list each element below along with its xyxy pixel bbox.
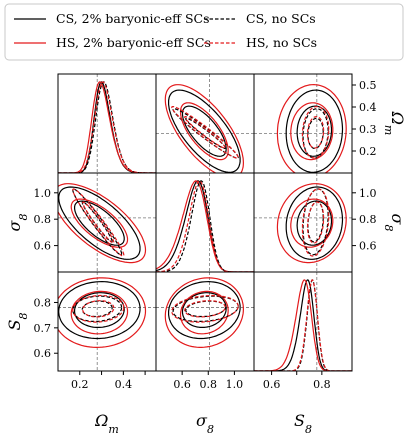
panel-s8-om [58, 173, 156, 272]
marginal-S8-series-1 [254, 279, 352, 371]
panel-S8-S8 [254, 272, 352, 371]
contour-s8_S8-series-2-level-2 [164, 277, 245, 348]
contour-upper-S8-om-series-3-level-1 [307, 117, 324, 149]
contour-om_S8-series-3-level-2 [72, 295, 123, 322]
marginal-s8-series-4 [156, 180, 254, 272]
marginal-om-series-3 [58, 81, 156, 173]
ytick-label-right-om-2: 0.4 [359, 101, 377, 114]
ylabel-right-sigma8: σ8 [383, 214, 408, 232]
contour-upper-S8-om-series-4-level-2 [301, 105, 330, 159]
xtick-label-s8-1: 0.8 [200, 378, 218, 391]
ytick-label-right-om-3: 0.5 [359, 79, 377, 92]
panel-frame-2-2 [253, 271, 353, 372]
contour-om_S8-series-1-level-1 [73, 292, 125, 328]
panel-frame-0-1 [155, 73, 255, 174]
ytick-label-left-S8-1: 0.7 [34, 322, 52, 335]
ytick-label-left-s8-2: 1.0 [34, 187, 52, 200]
marginal-s8-series-1 [156, 180, 254, 272]
panel-s8-S8 [254, 173, 352, 272]
contour-s8_S8-series-1-level-1 [181, 292, 227, 328]
panel-S8-s8 [156, 272, 254, 371]
legend: CS, 2% baryonic-eff SCs HS, 2% baryonic-e… [4, 3, 404, 61]
contour-s8_S8-series-1-level-2 [168, 280, 241, 340]
panel-s8-s8 [156, 173, 254, 272]
panel-S8-om [58, 272, 156, 371]
contour-om_s8-series-2-level-2 [58, 183, 147, 264]
contour-om_s8-series-1-level-1 [73, 200, 125, 246]
xlabel-sigma8: σ8 [196, 411, 214, 436]
contour-om_s8-series-1-level-2 [58, 186, 141, 260]
xtick-label-s8-2: 1.0 [226, 378, 244, 391]
contour-upper-s8-om-series-4-level-1 [184, 115, 226, 149]
ytick-label-right-s8-1: 0.8 [359, 213, 377, 226]
legend-label-3: CS, no SCs [246, 11, 316, 26]
xlabel-omega-m: Ωm [94, 411, 119, 436]
panel-frame-1-1 [155, 172, 255, 273]
contour-upper-S8-s8-series-2-level-1 [290, 198, 334, 248]
ytick-label-left-S8-0: 0.6 [34, 347, 52, 360]
panels: 0.2 0.4 0.6 0.8 1.0 0.6 0.8 0.6 0.8 1.0 0.6 0.7 0.8 0… [5, 73, 408, 436]
contour-om_s8-series-4-level-1 [82, 201, 115, 244]
contour-upper-S8-s8-series-1-level-1 [296, 200, 333, 246]
contour-upper-s8-om-series-2-level-2 [164, 84, 245, 173]
legend-label-4: HS, no SCs [246, 35, 317, 50]
panel-om-s8 [156, 74, 254, 173]
marginal-s8-series-3 [156, 180, 254, 272]
ytick-label-left-s8-0: 0.6 [34, 240, 52, 253]
panel-frame-0-0 [57, 73, 157, 174]
contour-upper-s8-om-series-1-level-1 [181, 105, 227, 157]
marginal-om-series-2 [58, 81, 156, 173]
contour-om_s8-series-2-level-1 [70, 198, 129, 248]
xtick-label-s8-0: 0.6 [173, 378, 191, 391]
contour-s8_S8-series-3-level-2 [172, 295, 239, 322]
contour-om_s8-series-4-level-2 [72, 188, 125, 257]
ytick-label-right-s8-0: 0.6 [359, 240, 377, 253]
xtick-label-om-0: 0.2 [71, 378, 89, 391]
legend-frame [4, 3, 404, 61]
panel-frame-1-0 [57, 172, 157, 273]
xlabel-S8: S8 [294, 411, 312, 436]
contour-upper-s8-om-series-2-level-1 [179, 102, 229, 161]
contour-upper-s8-om-series-4-level-2 [171, 105, 239, 159]
ytick-label-left-s8-1: 0.8 [34, 213, 52, 226]
ytick-label-right-s8-2: 1.0 [359, 187, 377, 200]
ytick-label-right-om-0: 0.2 [359, 145, 377, 158]
ylabel-left-S8: S8 [5, 313, 30, 331]
marginal-s8-series-2 [156, 180, 254, 272]
legend-label-2: HS, 2% baryonic-eff SCs [56, 35, 211, 50]
contour-upper-S8-s8-series-3-level-2 [302, 188, 329, 256]
xtick-label-S8-1: 0.8 [313, 378, 331, 391]
xtick-label-S8-0: 0.6 [263, 378, 281, 391]
contour-om_S8-series-1-level-2 [58, 280, 141, 340]
contour-upper-S8-s8-series-4-level-1 [306, 201, 325, 244]
panel-om-S8 [254, 74, 352, 173]
contour-upper-S8-om-series-2-level-1 [290, 102, 334, 161]
contour-upper-S8-om-series-4-level-1 [306, 115, 325, 149]
contour-upper-S8-s8-series-1-level-2 [285, 186, 344, 260]
ytick-label-right-om-1: 0.3 [359, 123, 377, 136]
ylabel-left-sigma8: σ8 [5, 214, 30, 232]
panel-om-om [58, 74, 156, 173]
marginal-om-series-1 [58, 81, 156, 173]
ytick-label-left-S8-2: 0.8 [34, 296, 52, 309]
contour-om_S8-series-3-level-1 [81, 300, 113, 318]
contour-s8_S8-series-4-level-1 [184, 300, 226, 318]
contour-upper-S8-s8-series-2-level-2 [276, 183, 347, 264]
contour-upper-S8-s8-series-3-level-1 [307, 201, 324, 243]
ylabel-right-omega-m: Ωm [383, 111, 408, 136]
xtick-label-om-1: 0.4 [115, 378, 133, 391]
contour-om_S8-series-2-level-1 [70, 290, 129, 335]
contour-upper-S8-om-series-2-level-2 [276, 83, 347, 173]
contour-om_S8-series-2-level-2 [58, 277, 147, 349]
contour-om_S8-series-4-level-2 [72, 294, 125, 323]
contour-upper-S8-om-series-1-level-2 [285, 89, 344, 173]
contour-upper-s8-om-series-3-level-1 [185, 117, 227, 149]
marginal-om-series-4 [58, 81, 156, 173]
contour-s8_S8-series-2-level-1 [179, 290, 229, 335]
legend-label-1: CS, 2% baryonic-eff SCs [56, 11, 210, 26]
contour-upper-s8-om-series-1-level-2 [168, 89, 241, 173]
